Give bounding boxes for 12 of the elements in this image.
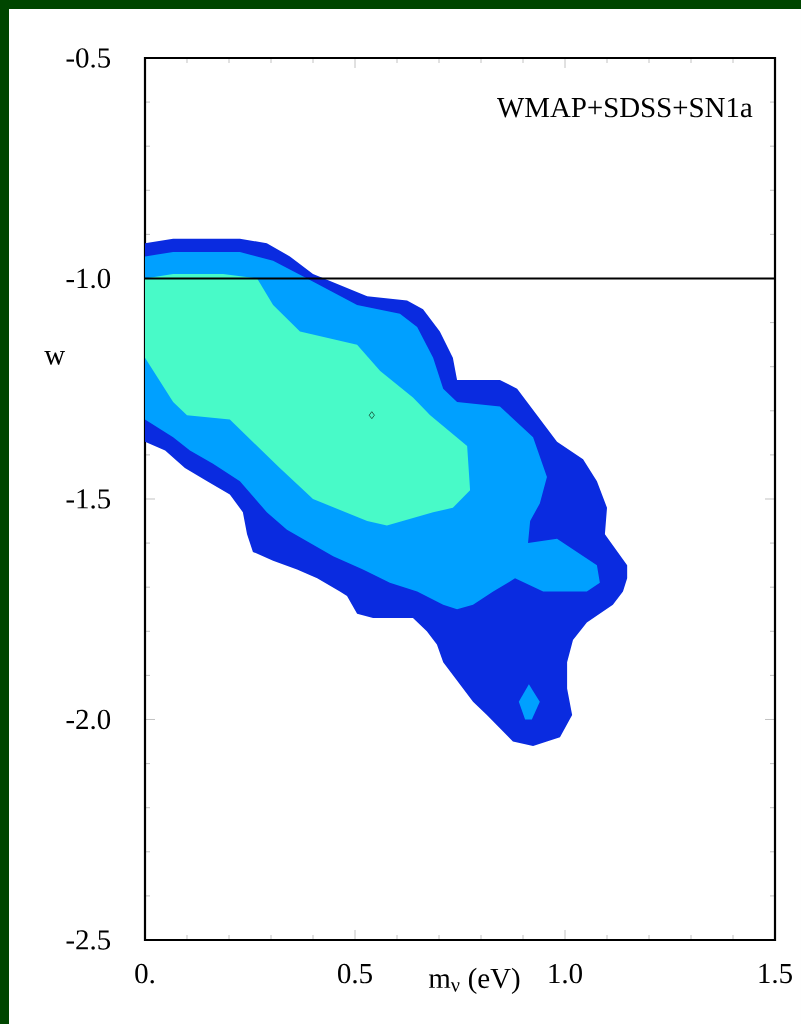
y-tick-label: -0.5 [66,48,111,68]
x-tick-label: 0. [135,963,155,984]
y-tick-label: -2.0 [66,709,111,730]
x-tick-label: 1.0 [549,963,583,984]
x-tick-label: 1.5 [759,963,793,984]
annotation: WMAP+SDSS+SN1a [497,97,753,118]
y-tick-label: -1.0 [66,268,111,289]
x-tick-label: 0.5 [338,963,373,984]
y-tick-label: -2.5 [66,930,111,950]
x-axis-title: m$_{ν}$ (eV) [429,967,520,995]
y-tick-label: -1.5 [66,489,111,509]
y-axis-title: w [44,351,66,365]
